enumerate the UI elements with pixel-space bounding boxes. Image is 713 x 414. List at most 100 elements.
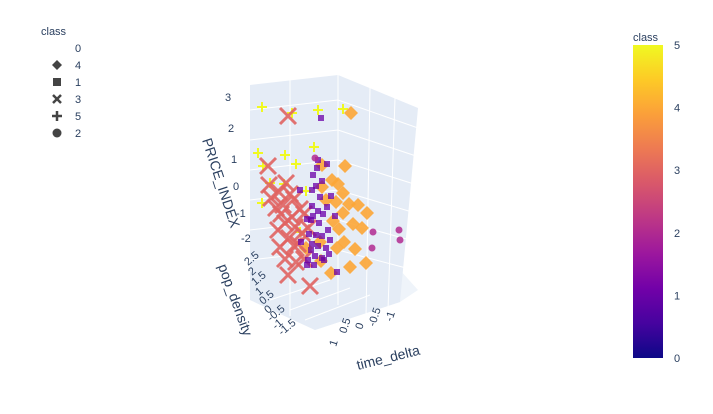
- point-class-4-11: [360, 206, 374, 220]
- point-class-4-0: [344, 106, 358, 120]
- point-class-5-4: [253, 148, 263, 158]
- point-class-1-31: [315, 208, 321, 214]
- legend-item-4[interactable]: 4: [52, 60, 81, 72]
- point-class-1-3: [314, 165, 320, 171]
- point-class-1-6: [313, 183, 319, 189]
- point-class-2-4: [311, 154, 319, 162]
- point-class-4-15: [355, 221, 369, 235]
- point-class-1-8: [317, 194, 323, 200]
- point-class-3-26: [300, 276, 320, 296]
- x-tick-label: 0.5: [337, 317, 353, 335]
- z-tick-label: 0: [233, 181, 239, 193]
- point-class-4-9: [342, 197, 356, 211]
- legend-cross-icon: [52, 111, 62, 121]
- legend-title: class: [41, 26, 67, 38]
- legend-label: 4: [75, 60, 81, 72]
- point-class-1-29: [304, 216, 310, 222]
- point-class-3-0: [278, 106, 298, 126]
- legend-item-1[interactable]: 1: [53, 77, 81, 89]
- point-class-4-12: [336, 206, 350, 220]
- point-class-2-0: [369, 228, 377, 236]
- point-class-1-13: [316, 220, 322, 226]
- legend-label: 1: [75, 77, 81, 89]
- point-class-1-23: [312, 253, 318, 259]
- legend-item-0[interactable]: 0: [75, 43, 81, 55]
- point-class-1-25: [305, 257, 311, 263]
- z-tick-label: 3: [225, 92, 231, 104]
- x-tick-label: -1: [383, 310, 397, 323]
- colorbar-tick-label: 1: [674, 290, 680, 302]
- point-class-4-6: [336, 186, 350, 200]
- x-tick-label: 0: [353, 321, 366, 331]
- colorbar-tick-label: 0: [674, 353, 680, 365]
- point-class-5-0: [257, 102, 267, 112]
- point-class-1-22: [323, 245, 329, 251]
- point-class-1-15: [306, 231, 312, 237]
- point-class-1-37: [304, 262, 310, 268]
- point-class-1-36: [311, 262, 317, 268]
- point-class-5-3: [338, 104, 348, 114]
- point-class-1-10: [310, 213, 316, 219]
- legend-x-icon: [52, 94, 62, 104]
- point-class-3-1: [258, 156, 278, 176]
- point-class-5-2: [313, 105, 323, 115]
- point-class-1-35: [321, 257, 327, 263]
- point-class-5-8: [309, 142, 319, 152]
- legend-item-2[interactable]: 2: [52, 128, 82, 140]
- z-tick-label: -2: [241, 233, 251, 245]
- point-class-2-1: [395, 226, 403, 234]
- point-class-1-9: [320, 211, 326, 217]
- point-class-1-20: [315, 243, 321, 249]
- floor-plane: [250, 270, 418, 330]
- z-tick-label: 2: [228, 123, 234, 135]
- point-class-3-11: [271, 204, 291, 224]
- legend-diamond-icon: [52, 60, 62, 70]
- point-class-1-2: [324, 161, 330, 167]
- colorbar-tick-label: 4: [674, 103, 680, 115]
- point-class-5-7: [291, 159, 301, 169]
- point-class-1-26: [326, 251, 332, 257]
- point-class-1-33: [297, 187, 303, 193]
- legend-label: 3: [75, 94, 81, 106]
- point-class-3-7: [284, 189, 304, 209]
- colorbar-tick-label: 3: [674, 165, 680, 177]
- legend-item-5[interactable]: 5: [52, 111, 81, 123]
- colorbar-tick-label: 2: [674, 228, 680, 240]
- point-class-1-4: [310, 172, 316, 178]
- point-class-1-30: [324, 204, 330, 210]
- point-class-1-7: [309, 187, 315, 193]
- legend[interactable]: class 0 4 1 3 5 2: [41, 26, 81, 140]
- point-class-4-22: [359, 256, 373, 270]
- x-tick-label: 1: [327, 338, 340, 348]
- point-class-5-6: [280, 150, 290, 160]
- legend-square-icon: [53, 78, 61, 86]
- point-class-1-5: [319, 178, 325, 184]
- x-tick-label: -0.5: [366, 306, 383, 328]
- point-class-4-16: [332, 222, 346, 236]
- legend-label: 0: [75, 43, 81, 55]
- point-class-1-11: [332, 213, 338, 219]
- point-class-1-1: [315, 157, 321, 163]
- z-tick-label: 1: [231, 154, 237, 166]
- z-tick-label: -1: [236, 208, 246, 220]
- point-class-1-12: [308, 217, 314, 223]
- point-class-2-3: [368, 244, 376, 252]
- point-class-1-16: [313, 232, 319, 238]
- legend-label: 2: [75, 128, 81, 140]
- point-class-1-32: [309, 203, 315, 209]
- point-class-1-28: [298, 239, 304, 245]
- legend-circle-icon: [52, 128, 62, 138]
- point-class-3-24: [275, 249, 295, 269]
- point-class-4-10: [351, 198, 365, 212]
- legend-item-3[interactable]: 3: [52, 94, 81, 106]
- point-class-1-27: [334, 269, 340, 275]
- point-class-1-18: [327, 237, 333, 243]
- point-class-1-14: [325, 227, 331, 233]
- colorbar-title: class: [633, 32, 659, 44]
- point-class-4-2: [338, 159, 352, 173]
- point-class-1-19: [309, 241, 315, 247]
- point-class-1-34: [328, 193, 334, 199]
- point-class-1-21: [308, 247, 314, 253]
